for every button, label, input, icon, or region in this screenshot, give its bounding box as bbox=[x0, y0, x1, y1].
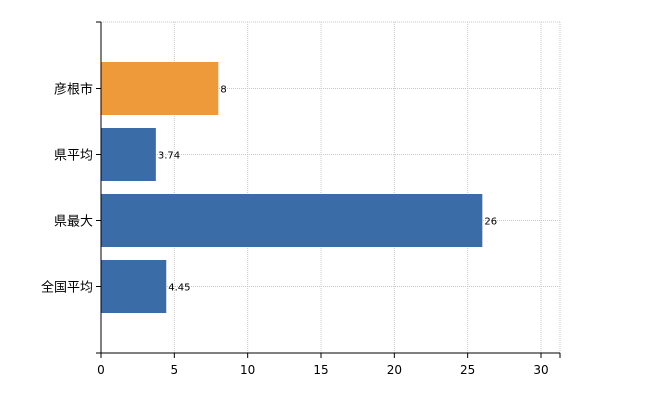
labels-group: 8 彦根市 3.74 県平均 26 県最大 4.45 全国平均 bbox=[41, 82, 497, 296]
x-tick-label-25: 25 bbox=[460, 363, 475, 377]
x-tick-label-10: 10 bbox=[240, 363, 255, 377]
data-label-3: 4.45 bbox=[168, 283, 190, 294]
bar-1 bbox=[101, 128, 156, 181]
x-tick-label-15: 15 bbox=[313, 363, 328, 377]
x-tick-label-5: 5 bbox=[171, 363, 179, 377]
bar-3 bbox=[101, 260, 167, 313]
category-label-2: 県最大 bbox=[54, 215, 93, 230]
axes-group: 0 5 10 15 20 25 30 bbox=[96, 21, 561, 377]
bar-2 bbox=[101, 194, 483, 247]
data-label-2: 26 bbox=[484, 217, 497, 228]
x-tick-label-30: 30 bbox=[533, 363, 548, 377]
category-label-1: 県平均 bbox=[54, 149, 93, 164]
bars-group bbox=[101, 62, 483, 313]
bar-0 bbox=[101, 62, 219, 115]
data-label-1: 3.74 bbox=[158, 151, 180, 162]
x-tick-label-0: 0 bbox=[97, 363, 105, 377]
x-tick-label-20: 20 bbox=[387, 363, 402, 377]
data-label-0: 8 bbox=[220, 85, 226, 96]
category-label-0: 彦根市 bbox=[54, 82, 93, 98]
category-label-3: 全国平均 bbox=[41, 280, 93, 296]
